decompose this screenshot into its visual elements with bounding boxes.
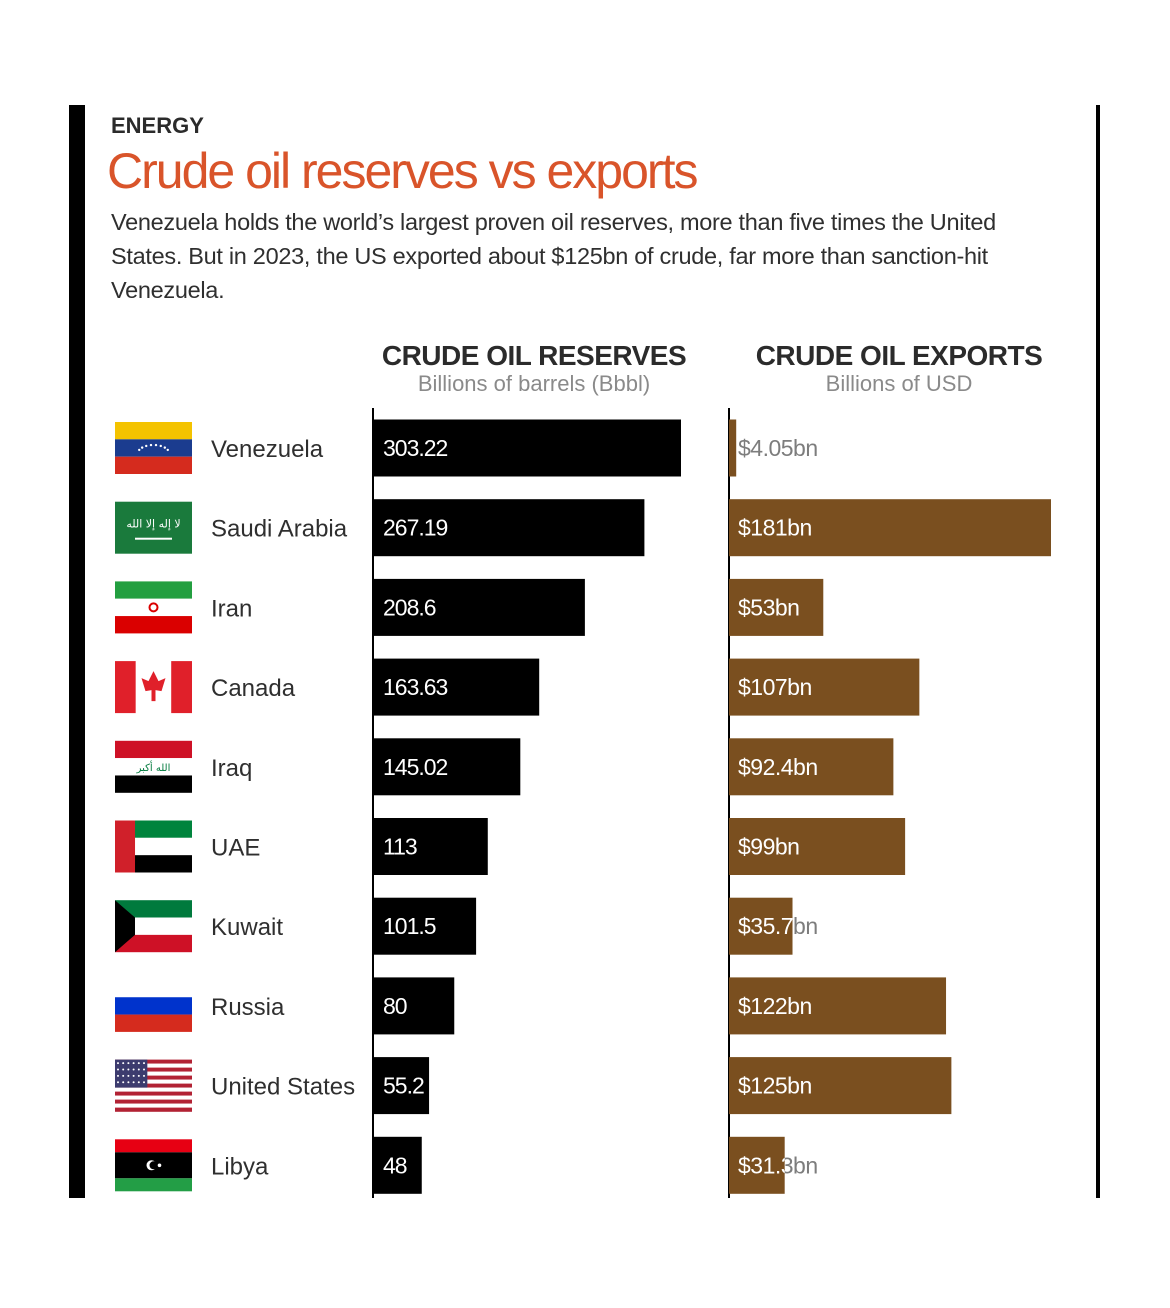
saudi-arabia-flag-icon: ﻻ ﺇﻟﻪ ﺇﻻ ﺍﻟﻠﻪ: [115, 501, 192, 554]
row-venezuela: Venezuela 303.22 $4.05bn$4.05bn: [115, 419, 818, 477]
reserves-bar-united-states: [373, 1057, 430, 1115]
reserves-bar-russia: [373, 977, 455, 1035]
reserves-bar-saudi-arabia: [373, 499, 645, 557]
venezuela-flag-icon: [115, 422, 192, 474]
country-label-libya: Libya: [211, 1153, 269, 1180]
country-label-canada: Canada: [211, 675, 296, 702]
exports-bar-libya: [729, 1136, 785, 1194]
country-label-saudi-arabia: Saudi Arabia: [211, 516, 348, 543]
svg-text:ﻻ ﺇﻟﻪ ﺇﻻ ﺍﻟﻠﻪ: ﻻ ﺇﻟﻪ ﺇﻻ ﺍﻟﻠﻪ: [126, 518, 180, 531]
exports-label-venezuela: $4.05bn: [738, 435, 818, 461]
country-label-venezuela: Venezuela: [211, 436, 324, 463]
section-kicker: ENERGY: [111, 113, 204, 138]
reserves-label-saudi-arabia: 267.19: [383, 515, 448, 541]
country-label-kuwait: Kuwait: [211, 914, 283, 941]
iran-flag-icon: [115, 581, 192, 634]
iraq-flag-icon: ﺍﻟﻠﻪ ﺃﻛﺒﺮ: [115, 740, 192, 793]
uae-flag-icon: [115, 820, 192, 873]
exports-label-kuwait: $35.7bn: [738, 913, 818, 939]
exports-heading: CRUDE OIL EXPORTS: [755, 340, 1043, 371]
reserves-bar-kuwait: [373, 897, 477, 955]
reserves-bar-venezuela: [373, 419, 681, 477]
country-label-iran: Iran: [211, 595, 252, 622]
canada-flag-icon: [115, 661, 192, 714]
exports-bar-united-states: [729, 1057, 952, 1115]
reserves-column-header: CRUDE OIL RESERVES Billions of barrels (…: [353, 341, 715, 397]
exports-label-overlay-canada: $107bn: [738, 674, 812, 700]
reserves-label-venezuela: 303.22: [383, 435, 448, 461]
country-label-united-states: United States: [211, 1074, 355, 1101]
exports-bar-kuwait: [729, 897, 793, 955]
exports-bar-canada: [729, 658, 920, 716]
exports-column-header: CRUDE OIL EXPORTS Billions of USD: [728, 341, 1070, 397]
country-label-uae: UAE: [211, 835, 260, 862]
exports-label-overlay-libya: $31.3bn: [738, 1152, 818, 1178]
reserves-label-iran: 208.6: [383, 594, 436, 620]
country-label-russia: Russia: [211, 994, 285, 1021]
reserves-label-uae: 113: [383, 834, 417, 860]
kuwait-flag-icon: [115, 900, 192, 953]
reserves-label-russia: 80: [383, 993, 407, 1019]
exports-label-overlay-kuwait: $35.7bn: [738, 913, 818, 939]
reserves-unit: Billions of barrels (Bbbl): [417, 371, 651, 396]
exports-label-overlay-uae: $99bn: [738, 834, 799, 860]
reserves-bar-uae: [373, 818, 488, 875]
reserves-label-kuwait: 101.5: [383, 913, 436, 939]
reserves-label-canada: 163.63: [383, 674, 448, 700]
exports-bar-saudi-arabia: [729, 499, 1051, 557]
exports-bar-uae: [729, 818, 906, 875]
exports-label-libya: $31.3bn: [738, 1152, 818, 1178]
reserves-label-united-states: 55.2: [383, 1073, 424, 1099]
exports-unit: Billions of USD: [825, 371, 973, 396]
frame-right-border: [1096, 105, 1100, 1198]
page-title: Crude oil reserves vs exports: [107, 143, 698, 199]
reserves-bar-iran: [373, 578, 585, 636]
united-states-flag-icon: [115, 1059, 192, 1112]
exports-bar-iran: [729, 578, 824, 636]
country-label-iraq: Iraq: [211, 755, 252, 782]
reserves-bar-canada: [373, 658, 540, 716]
reserves-label-libya: 48: [383, 1152, 407, 1178]
exports-label-overlay-russia: $122bn: [738, 993, 812, 1019]
exports-label-overlay-united-states: $125bn: [738, 1073, 812, 1099]
exports-bar-russia: [729, 977, 947, 1035]
russia-flag-icon: [115, 979, 192, 1032]
reserves-heading: CRUDE OIL RESERVES: [381, 340, 687, 371]
frame-left-border: [69, 105, 85, 1198]
svg-text:ﺍﻟﻠﻪ ﺃﻛﺒﺮ: ﺍﻟﻠﻪ ﺃﻛﺒﺮ: [136, 760, 171, 774]
reserves-bar-iraq: [373, 738, 521, 796]
page-subtitle: Venezuela holds the world’s largest prov…: [111, 209, 996, 303]
exports-bar-venezuela: [729, 419, 737, 477]
exports-label-overlay-saudi-arabia: $181bn: [738, 515, 812, 541]
exports-label-overlay-iran: $53bn: [738, 594, 799, 620]
exports-label-overlay-iraq: $92.4bn: [738, 754, 818, 780]
reserves-bar-libya: [373, 1136, 422, 1194]
exports-bar-iraq: [729, 738, 894, 796]
libya-flag-icon: [115, 1139, 192, 1192]
reserves-label-iraq: 145.02: [383, 754, 448, 780]
